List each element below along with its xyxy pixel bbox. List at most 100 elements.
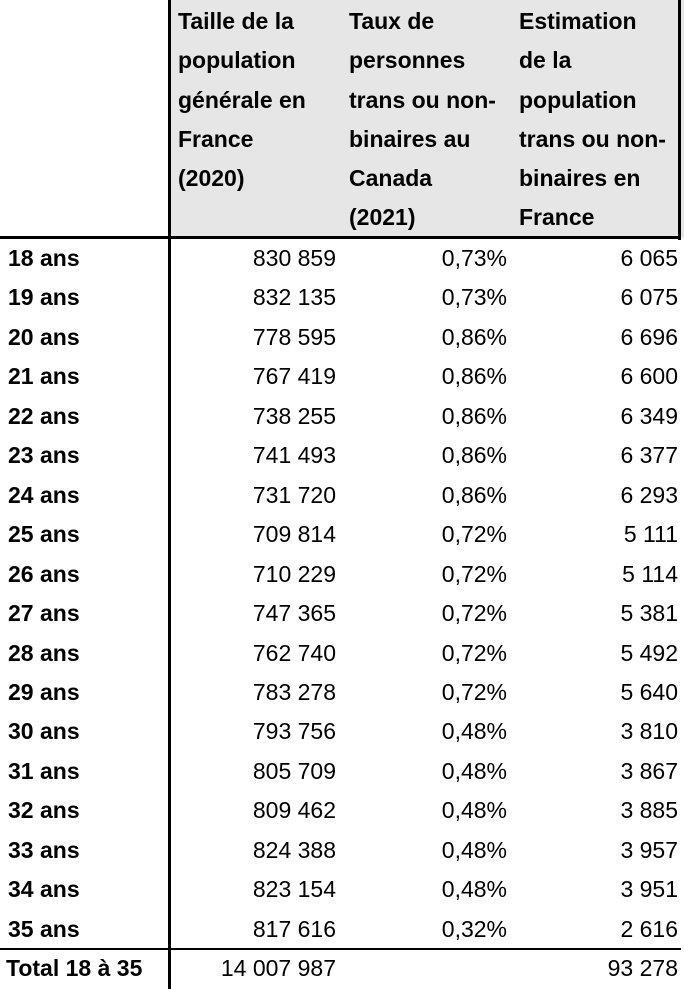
table-row: 19 ans 832 135 0,73% 6 075 (0, 278, 684, 317)
population-cell: 709 814 (252, 521, 336, 548)
header-population: Taille de la population générale en Fran… (178, 8, 306, 192)
rate-cell: 0,86% (441, 363, 507, 390)
age-cell: 32 ans (8, 797, 80, 824)
table-row: 25 ans 709 814 0,72% 5 111 (0, 515, 684, 554)
age-cell: 18 ans (8, 245, 80, 271)
age-cell: 22 ans (8, 402, 80, 429)
estimate-cell: 6 696 (620, 323, 678, 350)
estimate-cell: 5 381 (620, 600, 678, 627)
age-cell: 29 ans (8, 678, 80, 705)
estimate-cell: 5 114 (622, 560, 678, 587)
table-row: 30 ans 793 756 0,48% 3 810 (0, 712, 684, 751)
age-cell: 25 ans (8, 521, 80, 548)
estimate-cell: 6 377 (620, 442, 678, 469)
population-cell: 823 154 (252, 876, 336, 903)
estimate-cell: 3 957 (620, 836, 678, 863)
estimate-cell: 3 867 (620, 757, 678, 784)
estimate-cell: 6 600 (620, 363, 678, 390)
population-cell: 805 709 (252, 757, 336, 784)
total-label: Total 18 à 35 (6, 955, 143, 981)
age-cell: 23 ans (8, 442, 80, 469)
population-cell: 830 859 (252, 245, 336, 271)
rate-cell: 0,48% (441, 757, 507, 784)
population-cell: 824 388 (252, 836, 336, 863)
total-estimate: 93 278 (607, 955, 678, 981)
age-cell: 28 ans (8, 639, 80, 666)
estimate-cell: 3 951 (620, 876, 678, 903)
age-cell: 19 ans (8, 284, 80, 311)
table-row: 22 ans 738 255 0,86% 6 349 (0, 397, 684, 436)
total-row: Total 18 à 35 14 007 987 93 278 (0, 949, 684, 988)
rate-cell: 0,73% (441, 284, 507, 311)
age-cell: 31 ans (8, 757, 80, 784)
table-row: 32 ans 809 462 0,48% 3 885 (0, 791, 684, 830)
rate-cell: 0,48% (441, 836, 507, 863)
rate-cell: 0,72% (441, 678, 507, 705)
estimate-cell: 6 293 (620, 481, 678, 508)
age-cell: 34 ans (8, 876, 80, 903)
rate-cell: 0,72% (441, 521, 507, 548)
rate-cell: 0,48% (441, 718, 507, 745)
estimate-cell: 6 349 (620, 402, 678, 429)
table-row: 26 ans 710 229 0,72% 5 114 (0, 555, 684, 594)
estimate-cell: 5 492 (620, 639, 678, 666)
table-row: 34 ans 823 154 0,48% 3 951 (0, 870, 684, 909)
population-cell: 741 493 (252, 442, 336, 469)
rate-cell: 0,72% (441, 560, 507, 587)
rate-cell: 0,72% (441, 600, 507, 627)
age-cell: 27 ans (8, 600, 80, 627)
population-cell: 738 255 (252, 402, 336, 429)
estimate-cell: 5 640 (620, 678, 678, 705)
rate-cell: 0,86% (441, 323, 507, 350)
population-cell: 767 419 (252, 363, 336, 390)
estimate-cell: 5 111 (623, 521, 678, 548)
rate-cell: 0,73% (441, 245, 507, 271)
age-cell: 20 ans (8, 323, 80, 350)
header-rate: Taux de personnes trans ou non- binaires… (349, 8, 496, 231)
table-row: 21 ans 767 419 0,86% 6 600 (0, 357, 684, 396)
table-row: 33 ans 824 388 0,48% 3 957 (0, 831, 684, 870)
table-row: 24 ans 731 720 0,86% 6 293 (0, 476, 684, 515)
estimate-cell: 2 616 (620, 915, 678, 942)
rate-cell: 0,86% (441, 442, 507, 469)
rate-cell: 0,86% (441, 402, 507, 429)
header-right-border (678, 0, 681, 240)
table-row: 35 ans 817 616 0,32% 2 616 (0, 910, 684, 949)
rate-cell: 0,86% (441, 481, 507, 508)
estimate-cell: 3 885 (620, 797, 678, 824)
population-cell: 832 135 (252, 284, 336, 311)
population-cell: 731 720 (252, 481, 336, 508)
age-cell: 26 ans (8, 560, 80, 587)
rate-cell: 0,48% (441, 797, 507, 824)
estimate-cell: 6 075 (620, 284, 678, 311)
population-cell: 793 756 (252, 718, 336, 745)
table-row: 31 ans 805 709 0,48% 3 867 (0, 752, 684, 791)
total-population: 14 007 987 (220, 955, 336, 981)
table-row: 20 ans 778 595 0,86% 6 696 (0, 318, 684, 357)
age-cell: 30 ans (8, 718, 80, 745)
population-cell: 778 595 (252, 323, 336, 350)
population-cell: 809 462 (252, 797, 336, 824)
population-cell: 817 616 (252, 915, 336, 942)
estimate-cell: 6 065 (620, 245, 678, 271)
header-estimate: Estimation de la population trans ou non… (519, 8, 666, 231)
age-cell: 24 ans (8, 481, 80, 508)
age-cell: 33 ans (8, 836, 80, 863)
rate-cell: 0,72% (441, 639, 507, 666)
estimate-cell: 3 810 (620, 718, 678, 745)
table-row: 28 ans 762 740 0,72% 5 492 (0, 634, 684, 673)
age-cell: 21 ans (8, 363, 80, 390)
header-divider (0, 236, 681, 239)
table-row: 23 ans 741 493 0,86% 6 377 (0, 436, 684, 475)
rate-cell: 0,32% (441, 915, 507, 942)
population-cell: 762 740 (252, 639, 336, 666)
rate-cell: 0,48% (441, 876, 507, 903)
table-row: 18 ans 830 859 0,73% 6 065 (0, 239, 684, 278)
age-cell: 35 ans (8, 915, 80, 942)
header-background (170, 0, 684, 238)
table-row: 29 ans 783 278 0,72% 5 640 (0, 673, 684, 712)
table-row: 27 ans 747 365 0,72% 5 381 (0, 594, 684, 633)
population-cell: 747 365 (252, 600, 336, 627)
population-cell: 710 229 (252, 560, 336, 587)
